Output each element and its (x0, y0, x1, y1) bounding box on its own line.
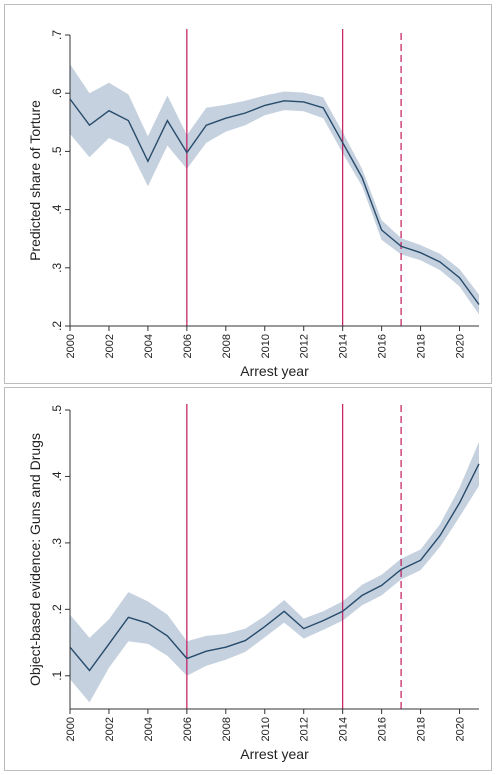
torture-share-panel: 2000 2002 2004 2006 2008 2010 2012 2014 2016 2018… (4, 4, 492, 384)
x-tick-label: 2014 (338, 334, 350, 358)
y-tick-label: .2 (50, 321, 64, 331)
x-tick-label: 2020 (455, 717, 467, 741)
x-tick-label: 2004 (143, 717, 155, 741)
x-axis-title: Arrest year (240, 363, 309, 379)
x-tick-label: 2010 (260, 334, 272, 358)
y-tick-label: .3 (50, 262, 64, 272)
y-tick-label: .5 (50, 146, 64, 156)
y-tick-label: .6 (50, 88, 64, 98)
x-tick-label: 2000 (65, 717, 77, 741)
x-tick-label: 2020 (455, 334, 467, 358)
x-tick-label: 2016 (377, 717, 389, 741)
torture-share-chart: 2000 2002 2004 2006 2008 2010 2012 2014 2016 2018… (27, 29, 480, 379)
x-tick-label: 2008 (221, 334, 233, 358)
guns-drugs-evidence-panel: 2000 2002 2004 2006 2008 2010 2012 2014 2016 2018… (4, 387, 492, 771)
x-tick-label: 2016 (377, 334, 389, 358)
guns-drugs-evidence-chart: 2000 2002 2004 2006 2008 2010 2012 2014 2016 2018… (27, 404, 480, 762)
prediction-line (69, 98, 480, 305)
x-tick-label: 2006 (182, 717, 194, 741)
prediction-line (69, 463, 480, 672)
x-tick-label: 2002 (104, 334, 116, 358)
confidence-band (70, 64, 479, 315)
y-tick-label: .2 (50, 604, 64, 614)
y-tick-label: .7 (50, 30, 64, 40)
x-tick-label: 2008 (221, 717, 233, 741)
x-tick-label: 2012 (299, 334, 311, 358)
confidence-band (70, 441, 479, 703)
y-axis-title: Predicted share of Torture (27, 100, 43, 261)
x-tick-label: 2018 (416, 717, 428, 741)
x-tick-label: 2014 (338, 717, 350, 741)
y-tick-label: .5 (50, 405, 64, 415)
x-tick-label: 2004 (143, 334, 155, 358)
y-tick-label: .4 (50, 204, 64, 214)
y-axis-title: Object-based evidence: Guns and Drugs (27, 433, 43, 686)
x-tick-label: 2002 (104, 717, 116, 741)
x-tick-label: 2010 (260, 717, 272, 741)
y-tick-label: .1 (50, 670, 64, 680)
x-axis-title: Arrest year (240, 746, 309, 762)
x-tick-label: 2000 (65, 334, 77, 358)
y-tick-label: .4 (50, 471, 64, 481)
x-tick-label: 2006 (182, 334, 194, 358)
x-tick-label: 2018 (416, 334, 428, 358)
y-tick-label: .3 (50, 538, 64, 548)
x-tick-label: 2012 (299, 717, 311, 741)
